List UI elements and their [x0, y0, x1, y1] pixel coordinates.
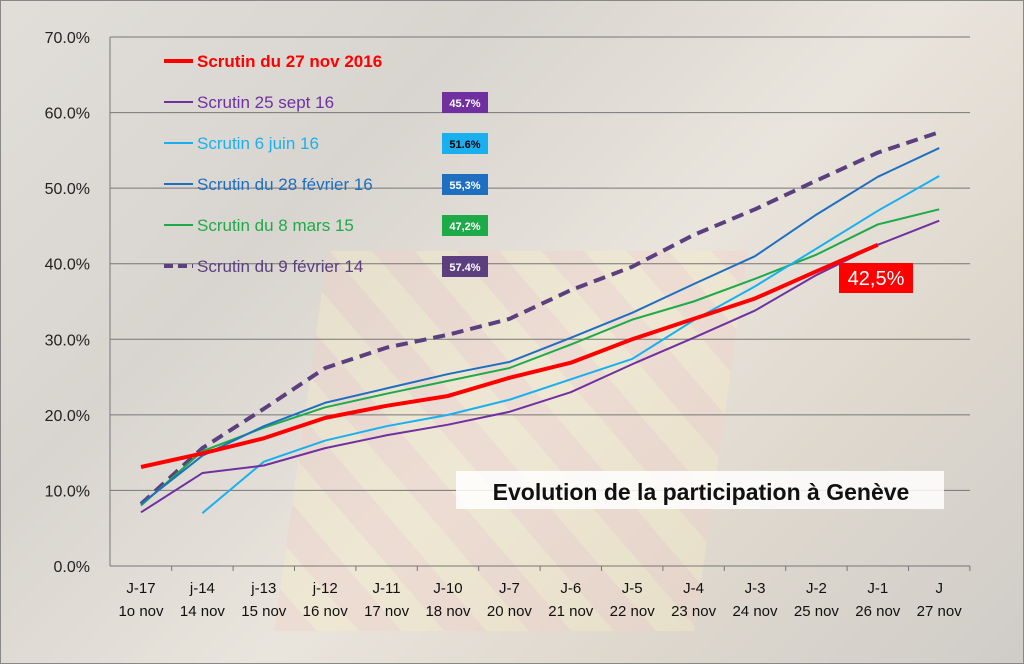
legend-label: Scrutin du 9 février 14 [197, 257, 363, 276]
x-tick-label-date: 24 nov [732, 603, 778, 620]
value-badge-text: 47,2% [449, 221, 480, 233]
x-tick-label-date: 20 nov [487, 603, 533, 620]
legend-label: Scrutin 25 sept 16 [197, 93, 334, 112]
series-line [140, 147, 940, 505]
x-tick-label: J-10 [433, 580, 462, 597]
end-value-box [839, 263, 913, 293]
value-badge [442, 174, 488, 195]
x-tick-label: J-7 [499, 580, 520, 597]
x-tick-label: j-14 [189, 580, 215, 597]
x-tick-label-date: 25 nov [794, 603, 840, 620]
y-tick-label: 20.0% [45, 408, 90, 425]
value-badge [442, 215, 488, 236]
y-tick-label: 60.0% [45, 106, 90, 123]
value-badge [442, 256, 488, 277]
x-tick-label: J-2 [806, 580, 827, 597]
x-tick-label-date: 18 nov [425, 603, 471, 620]
title-box [456, 471, 944, 509]
y-tick-label: 30.0% [45, 332, 90, 349]
x-tick-label-date: 15 nov [241, 603, 287, 620]
legend-label: Scrutin du 8 mars 15 [197, 216, 354, 235]
x-tick-label: J-5 [622, 580, 643, 597]
y-tick-label: 0.0% [54, 559, 90, 576]
x-tick-label: j-13 [250, 580, 276, 597]
x-tick-label-date: 1o nov [118, 603, 164, 620]
x-tick-label: J-17 [126, 580, 155, 597]
x-tick-label-date: 17 nov [364, 603, 410, 620]
x-tick-label: J-6 [560, 580, 581, 597]
x-tick-label: J [935, 580, 943, 597]
end-value-label: 42,5% [848, 268, 905, 290]
x-tick-label: J-3 [745, 580, 766, 597]
legend-label: Scrutin du 27 nov 2016 [197, 52, 382, 71]
x-tick-label: j-12 [312, 580, 338, 597]
x-tick-label-date: 26 nov [855, 603, 901, 620]
value-badge [442, 133, 488, 154]
x-tick-label-date: 14 nov [180, 603, 226, 620]
value-badge-text: 55,3% [449, 180, 480, 192]
series-line [140, 208, 940, 507]
legend-label: Scrutin du 28 février 16 [197, 175, 373, 194]
y-tick-label: 10.0% [45, 483, 90, 500]
value-badge-text: 57.4% [449, 262, 480, 274]
x-tick-label: J-11 [373, 580, 401, 597]
x-tick-label-date: 23 nov [671, 603, 717, 620]
x-tick-label: J-1 [867, 580, 888, 597]
y-tick-label: 70.0% [45, 30, 90, 47]
series-line [140, 219, 940, 514]
x-tick-label-date: 21 nov [548, 603, 594, 620]
x-tick-label: J-4 [683, 580, 704, 597]
chart-title: Evolution de la participation à Genève [493, 479, 910, 505]
value-badge-text: 51.6% [449, 139, 480, 151]
x-tick-label-date: 22 nov [610, 603, 656, 620]
x-tick-label-date: 27 nov [917, 603, 963, 620]
value-badge [442, 92, 488, 113]
legend-label: Scrutin 6 juin 16 [197, 134, 319, 153]
value-badge-text: 45.7% [449, 98, 480, 110]
y-tick-label: 50.0% [45, 181, 90, 198]
x-tick-label-date: 16 nov [303, 603, 349, 620]
series-line [139, 130, 940, 506]
y-tick-label: 40.0% [45, 257, 90, 274]
